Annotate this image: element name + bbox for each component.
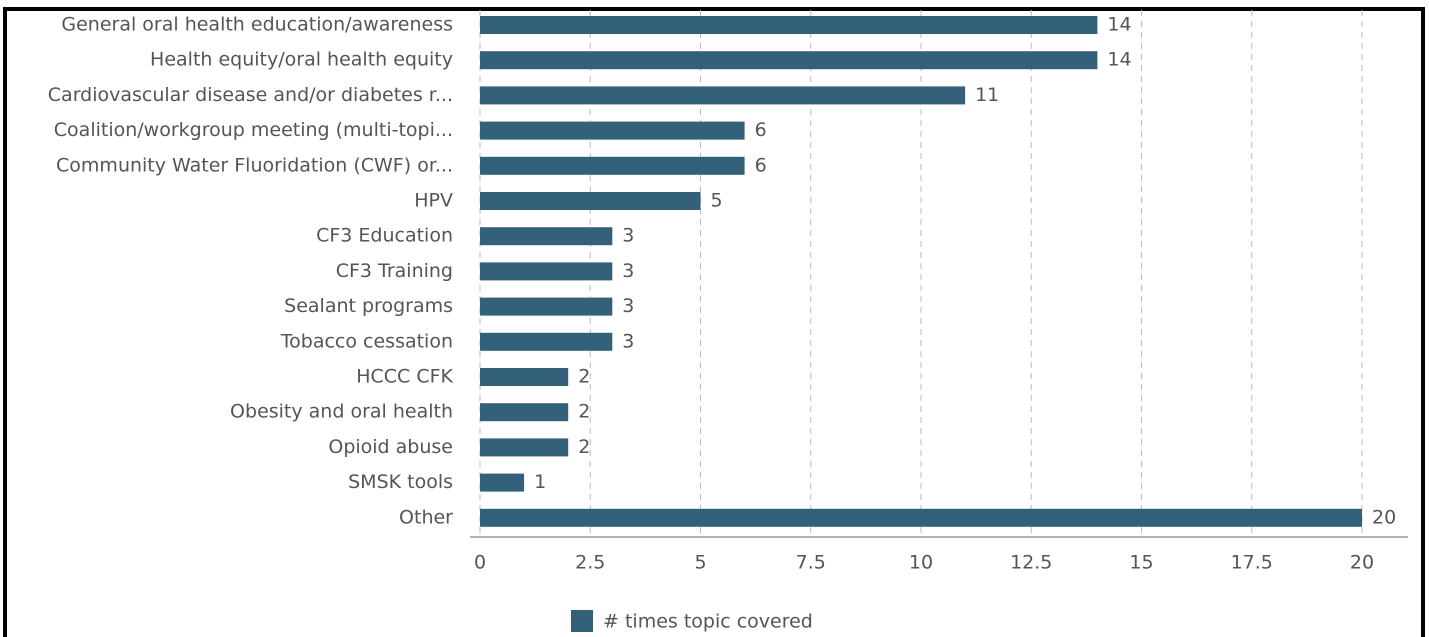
y-tick-label: Health equity/oral health equity: [150, 49, 453, 71]
bar: [480, 508, 1362, 527]
data-label: 20: [1372, 506, 1396, 528]
bar: [480, 227, 613, 246]
y-tick-label: SMSK tools: [348, 471, 453, 493]
data-label: 14: [1107, 49, 1131, 71]
y-tick-label: Other: [399, 506, 453, 528]
data-label: 3: [622, 260, 634, 282]
y-tick-label: Tobacco cessation: [280, 330, 453, 352]
y-tick-label: CF3 Education: [316, 225, 453, 247]
y-tick-label: Cardiovascular disease and/or diabetes r…: [48, 84, 453, 106]
bar: [480, 16, 1098, 34]
data-label: 14: [1107, 14, 1131, 36]
bar: [480, 473, 525, 492]
data-label: 6: [755, 154, 767, 176]
data-label: 5: [711, 190, 723, 212]
x-tick-label: 0: [474, 552, 486, 574]
y-tick-label: Opioid abuse: [328, 436, 453, 458]
bar: [480, 297, 613, 316]
data-label: 6: [755, 119, 767, 141]
y-tick-label: Community Water Fluoridation (CWF) or...: [56, 154, 453, 176]
data-label: 2: [578, 436, 590, 458]
y-tick-label: HPV: [414, 190, 453, 212]
frame: [3, 7, 1425, 637]
y-tick-label: Coalition/workgroup meeting (multi-topi.…: [54, 119, 453, 141]
bar: [480, 403, 569, 422]
bar: [480, 368, 569, 386]
bar: [480, 262, 613, 281]
x-tick-label: 2.5: [575, 552, 605, 574]
x-tick-label: 12.5: [1010, 552, 1052, 574]
y-tick-label: Obesity and oral health: [230, 401, 453, 423]
bar: [480, 156, 745, 175]
bar: [480, 51, 1098, 70]
data-label: 11: [975, 84, 999, 106]
y-tick-label: CF3 Training: [336, 260, 453, 282]
legend-swatch: [571, 610, 593, 632]
x-tick-label: 5: [694, 552, 706, 574]
data-label: 3: [622, 330, 634, 352]
x-tick-label: 17.5: [1231, 552, 1273, 574]
x-tick-label: 15: [1129, 552, 1153, 574]
data-label: 2: [578, 401, 590, 423]
bar: [480, 86, 966, 105]
bar: [480, 332, 613, 351]
y-tick-label: General oral health education/awareness: [61, 14, 453, 36]
data-label: 2: [578, 366, 590, 388]
data-label: 3: [622, 225, 634, 247]
bar: [480, 192, 701, 210]
x-tick-label: 10: [909, 552, 933, 574]
x-tick-label: 7.5: [796, 552, 826, 574]
data-label: 1: [534, 471, 546, 493]
x-tick-label: 20: [1350, 552, 1374, 574]
y-tick-label: Sealant programs: [284, 295, 453, 317]
legend-label: # times topic covered: [603, 611, 813, 633]
y-tick-label: HCCC CFK: [356, 366, 453, 388]
bar: [480, 121, 745, 140]
data-label: 3: [622, 295, 634, 317]
bar: [480, 438, 569, 457]
